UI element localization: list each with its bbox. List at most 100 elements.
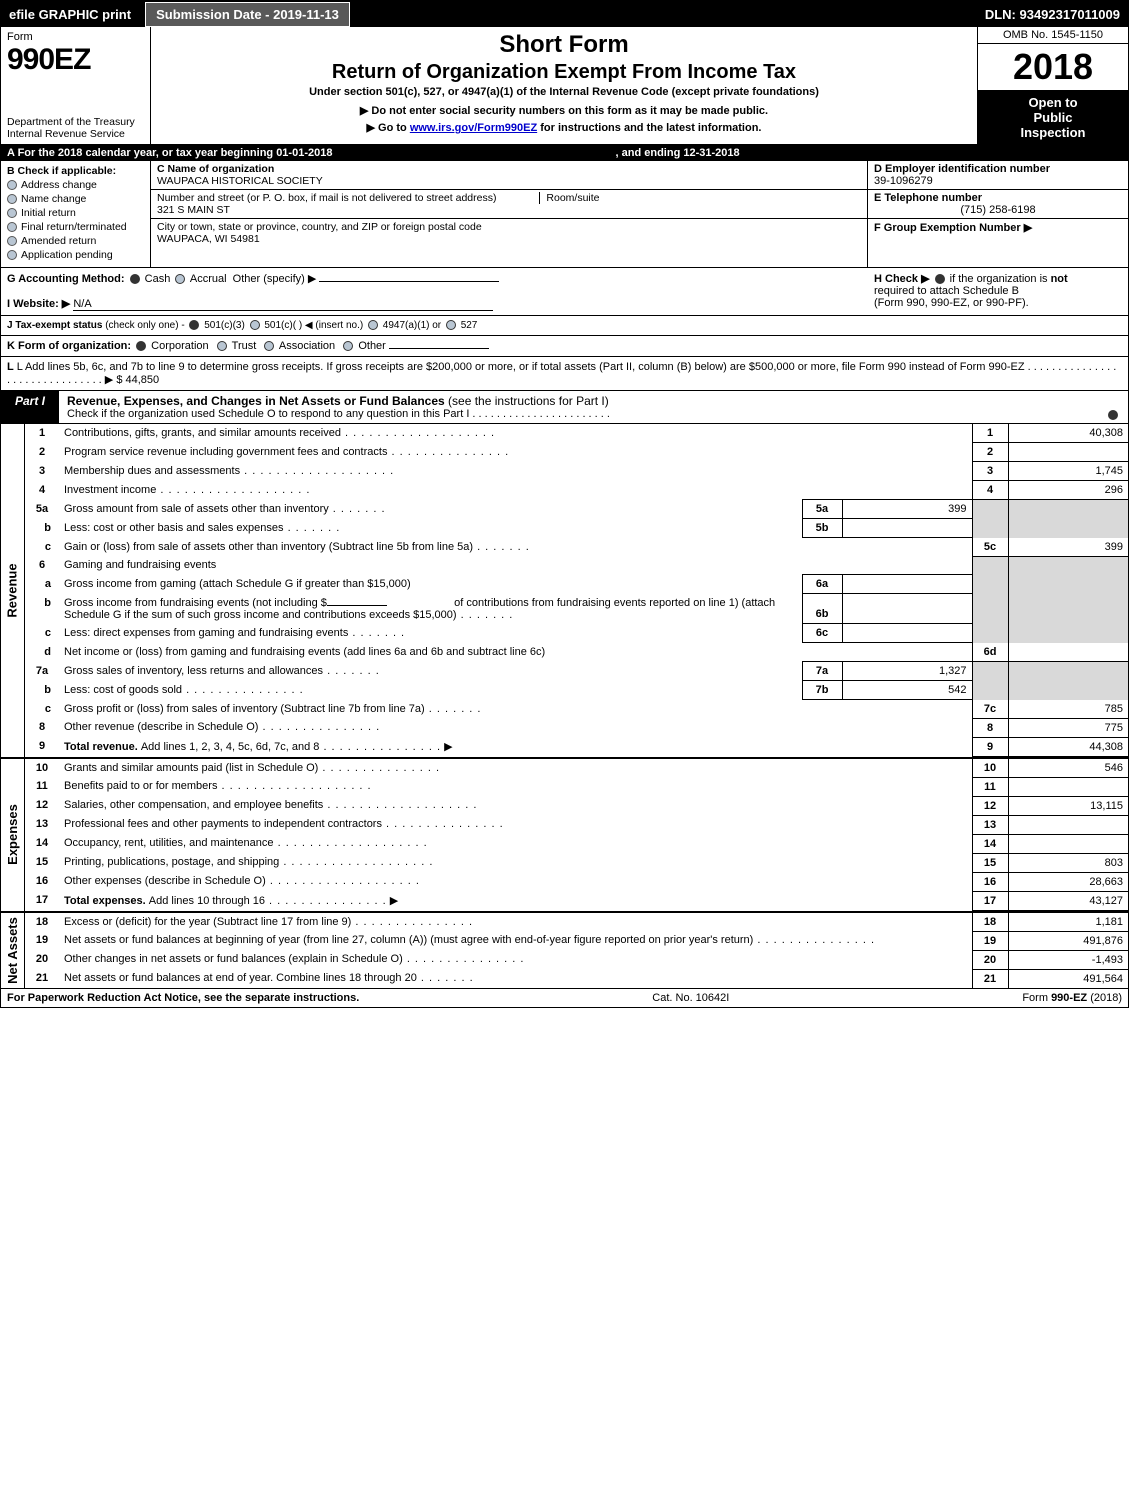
expenses-section: Expenses 10 Grants and similar amounts p… [1,757,1128,911]
ln-18-colnum: 18 [972,913,1008,932]
ln-5c-num: c [25,538,59,557]
phone-label: E Telephone number [874,192,982,204]
ln-4-val: 296 [1008,481,1128,500]
radio-cash-icon[interactable] [130,274,140,284]
chk-address-change[interactable]: Address change [7,179,144,191]
ln-19-num: 19 [25,931,59,950]
ssn-warning: ▶ Do not enter social security numbers o… [161,104,967,117]
ln-6b-shade2 [1008,594,1128,624]
inspect-1: Open to [978,95,1128,110]
j-radio-501c3-icon[interactable] [189,320,199,330]
g-cash: Cash [145,273,171,285]
revenue-section: Revenue 1 Contributions, gifts, grants, … [1,424,1128,757]
submission-date-box: Submission Date - 2019-11-13 [145,2,350,27]
j-radio-501c-icon[interactable] [250,320,260,330]
revenue-table: 1 Contributions, gifts, grants, and simi… [25,424,1128,757]
ln-21-val: 491,564 [1008,969,1128,988]
ln-14-desc: Occupancy, rent, utilities, and maintena… [59,834,972,853]
phone-cell: E Telephone number (715) 258-6198 [868,190,1128,219]
h-text1: if the organization is [950,273,1051,285]
footer-form-bold: 990-EZ [1051,992,1087,1004]
ln-6a-num: a [25,575,59,594]
chk-application-pending[interactable]: Application pending [7,249,144,261]
line-4: 4 Investment income 4 296 [25,481,1128,500]
h-text2: required to attach Schedule B [874,285,1019,297]
ln-18-val: 1,181 [1008,913,1128,932]
l-amount: $ 44,850 [116,374,159,386]
line-6d: d Net income or (loss) from gaming and f… [25,643,1128,662]
h-not: not [1051,273,1068,285]
checkbox-icon [7,250,17,260]
line-6b: b Gross income from fundraising events (… [25,594,1128,624]
k-radio-assoc-icon[interactable] [264,341,274,351]
ln-7b-innum: 7b [802,681,842,700]
k-radio-corp-icon[interactable] [136,341,146,351]
ln-14-colnum: 14 [972,834,1008,853]
ln-20-val: -1,493 [1008,950,1128,969]
ln-21-colnum: 21 [972,969,1008,988]
k-radio-trust-icon[interactable] [217,341,227,351]
org-addr-value: 321 S MAIN ST [157,204,230,216]
line-5c: c Gain or (loss) from sale of assets oth… [25,538,1128,557]
goto-post: for instructions and the latest informat… [537,122,761,134]
line-21: 21 Net assets or fund balances at end of… [25,969,1128,988]
ln-5a-num: 5a [25,500,59,519]
chk-label: Application pending [21,249,113,261]
ln-6c-desc: Less: direct expenses from gaming and fu… [59,624,802,643]
form-word: Form [7,31,144,43]
j-radio-527-icon[interactable] [446,320,456,330]
ln-2-num: 2 [25,443,59,462]
ln-8-num: 8 [25,718,59,737]
ln-13-val [1008,815,1128,834]
ln-10-num: 10 [25,759,59,778]
chk-final-return[interactable]: Final return/terminated [7,221,144,233]
k-o4: Other [358,340,386,352]
ln-6b-innum: 6b [802,594,842,624]
ln-7b-inval: 542 [842,681,972,700]
ln-19-colnum: 19 [972,931,1008,950]
ln-7c-num: c [25,700,59,719]
chk-initial-return[interactable]: Initial return [7,207,144,219]
line-3: 3 Membership dues and assessments 3 1,74… [25,462,1128,481]
k-radio-other-icon[interactable] [343,341,353,351]
ln-6a-shade2 [1008,575,1128,594]
schedule-o-checkbox-icon[interactable] [1108,410,1118,420]
ln-5a-shade [972,500,1008,519]
ln-15-desc: Printing, publications, postage, and shi… [59,853,972,872]
omb-number: OMB No. 1545-1150 [978,27,1128,44]
radio-accrual-icon[interactable] [175,274,185,284]
ln-17-num: 17 [25,891,59,910]
j-radio-4947-icon[interactable] [368,320,378,330]
k-o3: Association [279,340,335,352]
line-9: 9 Total revenue. Add lines 1, 2, 3, 4, 5… [25,737,1128,756]
netassets-vlabel-text: Net Assets [5,917,20,984]
chk-name-change[interactable]: Name change [7,193,144,205]
line-17: 17 Total expenses. Add lines 10 through … [25,891,1128,910]
ln-7b-desc: Less: cost of goods sold [59,681,802,700]
ln-6c-shade2 [1008,624,1128,643]
ln-5c-val: 399 [1008,538,1128,557]
group-exemption-label: F Group Exemption Number ▶ [874,222,1032,234]
phone-value: (715) 258-6198 [874,204,1122,216]
ln-1-desc: Contributions, gifts, grants, and simila… [59,424,972,443]
ln-6-num: 6 [25,556,59,575]
line-6c: c Less: direct expenses from gaming and … [25,624,1128,643]
irs-link[interactable]: www.irs.gov/Form990EZ [410,122,537,134]
checkbox-icon [7,222,17,232]
ln-18-desc: Excess or (deficit) for the year (Subtra… [59,913,972,932]
ln-6d-val [1008,643,1128,662]
org-addr-cell: Number and street (or P. O. box, if mail… [151,190,867,219]
ln-11-desc: Benefits paid to or for members [59,777,972,796]
line-12: 12 Salaries, other compensation, and emp… [25,796,1128,815]
ln-11-num: 11 [25,777,59,796]
ln-20-colnum: 20 [972,950,1008,969]
line-a-begin: A For the 2018 calendar year, or tax yea… [7,147,332,159]
org-name-cell: C Name of organization WAUPACA HISTORICA… [151,161,867,190]
h-checkbox-icon[interactable] [935,274,945,284]
ln-7a-desc: Gross sales of inventory, less returns a… [59,662,802,681]
chk-amended-return[interactable]: Amended return [7,235,144,247]
ln-6-desc: Gaming and fundraising events [59,556,972,575]
part-1-header: Part I Revenue, Expenses, and Changes in… [1,390,1128,424]
ln-15-val: 803 [1008,853,1128,872]
k-label: K Form of organization: [7,340,131,352]
